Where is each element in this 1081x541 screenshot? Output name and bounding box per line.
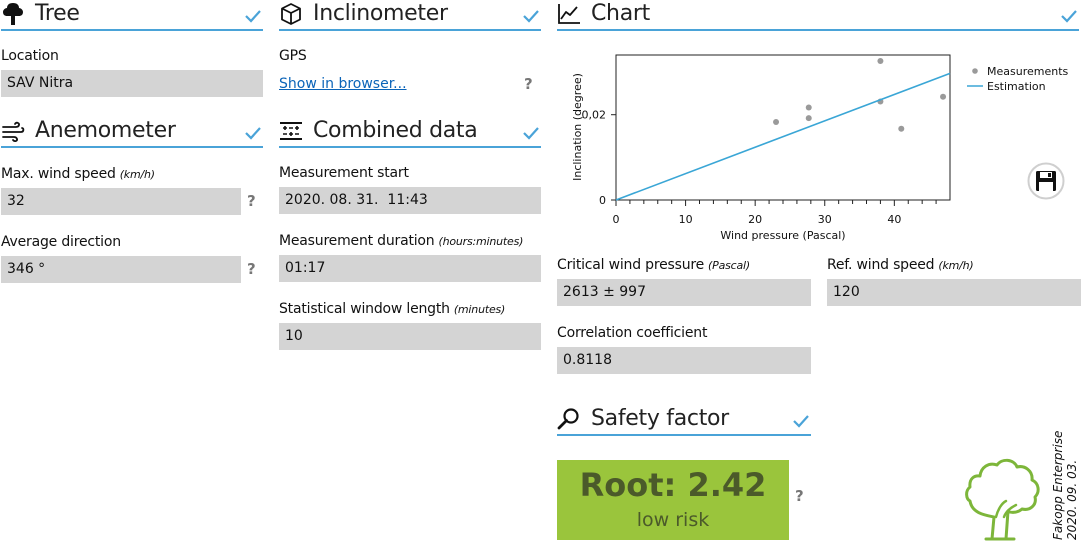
- gps-show-in-browser-link[interactable]: Show in browser...: [279, 76, 407, 92]
- check-icon: [523, 126, 539, 140]
- root-safety-factor-value: Root: 2.42: [579, 466, 767, 504]
- combined-data-section-title: Combined data: [313, 118, 478, 143]
- tree-logo: [962, 455, 1042, 541]
- critical-wind-pressure-field[interactable]: 2613 ± 997: [557, 279, 811, 306]
- max-wind-speed-unit: (km/h): [119, 168, 155, 181]
- ref-wind-speed-label-text: Ref. wind speed: [827, 257, 935, 273]
- statistical-window-label: Statistical window length (minutes): [279, 301, 505, 317]
- measurement-point: [773, 118, 780, 125]
- check-icon: [523, 9, 539, 23]
- max-wind-speed-field[interactable]: 32: [1, 188, 241, 215]
- ref-wind-speed-field[interactable]: 120: [827, 279, 1081, 306]
- gps-label: GPS: [279, 48, 307, 64]
- measurement-point: [898, 125, 905, 132]
- measurement-point: [940, 93, 947, 100]
- estimation-line: [615, 72, 951, 201]
- chart-x-tick-label: 40: [887, 213, 901, 226]
- measurement-duration-field[interactable]: 01:17: [279, 255, 541, 282]
- wind-icon: [1, 119, 25, 143]
- chart-y-axis-label: Inclination (degree): [571, 73, 584, 181]
- risk-level-text: low risk: [636, 509, 710, 531]
- max-wind-speed-help-icon[interactable]: ?: [247, 192, 256, 210]
- critical-wind-pressure-unit: (Pascal): [708, 259, 750, 272]
- inclinometer-section-header: Inclinometer: [279, 1, 541, 31]
- tree-icon: [1, 2, 25, 26]
- tree-section-title: Tree: [35, 1, 80, 26]
- check-icon: [245, 126, 261, 140]
- legend-estimation-label: Estimation: [987, 80, 1046, 93]
- legend-measurements-marker: [972, 68, 978, 74]
- measurement-point: [877, 57, 884, 64]
- statistical-window-unit: (minutes): [453, 303, 506, 316]
- check-icon: [793, 414, 809, 428]
- correlation-coefficient-field[interactable]: 0.8118: [557, 347, 811, 374]
- check-icon: [1061, 9, 1077, 23]
- safety-factor-help-icon[interactable]: ?: [795, 487, 804, 505]
- brand-text: Fakopp Enterprise 2020. 09. 03.: [1051, 431, 1079, 540]
- chart-legend: Measurements Estimation: [967, 65, 1069, 93]
- safety-factor-section-title: Safety factor: [591, 406, 729, 431]
- statistical-window-label-text: Statistical window length: [279, 301, 450, 317]
- magnifier-icon: [557, 407, 581, 431]
- combined-data-section-header: Combined data: [279, 118, 541, 148]
- wind-inclination-chart: 0 10 20 30 40 0 0,02 Wind pressure (Pascal) In…: [557, 40, 1079, 250]
- average-direction-label: Average direction: [1, 234, 121, 250]
- critical-wind-pressure-label: Critical wind pressure (Pascal): [557, 257, 750, 273]
- brand-date: 2020. 09. 03.: [1065, 459, 1079, 540]
- location-label: Location: [1, 48, 59, 64]
- chart-section-header: Chart: [557, 1, 1079, 31]
- cube-icon: [279, 2, 303, 26]
- tree-section-header: Tree: [1, 1, 263, 31]
- chart-y-tick-label: 0,02: [582, 109, 607, 122]
- measurement-duration-unit: (hours:minutes): [438, 235, 524, 248]
- measurement-duration-label-text: Measurement duration: [279, 233, 435, 249]
- brand-company: Fakopp Enterprise: [1051, 430, 1065, 540]
- safety-factor-result-box: Root: 2.42 low risk: [557, 460, 789, 540]
- gps-help-icon[interactable]: ?: [524, 75, 533, 93]
- measurement-point: [805, 104, 812, 111]
- chart-x-tick-label: 20: [748, 213, 762, 226]
- chart-plot-area: [615, 54, 951, 201]
- line-chart-icon: [557, 2, 581, 26]
- anemometer-section-title: Anemometer: [35, 118, 176, 143]
- ref-wind-speed-label: Ref. wind speed (km/h): [827, 257, 974, 273]
- chart-section-title: Chart: [591, 1, 650, 26]
- measurement-start-field[interactable]: 2020. 08. 31. 11:43: [279, 187, 541, 214]
- max-wind-speed-label-text: Max. wind speed: [1, 166, 116, 182]
- check-icon: [245, 9, 261, 23]
- chart-x-tick-label: 0: [613, 213, 620, 226]
- save-icon[interactable]: [1027, 162, 1065, 200]
- chart-x-tick-label: 30: [818, 213, 832, 226]
- critical-wind-pressure-label-text: Critical wind pressure: [557, 257, 705, 273]
- location-field[interactable]: SAV Nitra: [1, 70, 263, 97]
- legend-measurements-label: Measurements: [987, 65, 1069, 78]
- measurement-duration-label: Measurement duration (hours:minutes): [279, 233, 523, 249]
- safety-factor-section-header: Safety factor: [557, 406, 811, 436]
- chart-x-axis-label: Wind pressure (Pascal): [720, 229, 845, 242]
- ref-wind-speed-unit: (km/h): [938, 259, 974, 272]
- anemometer-section-header: Anemometer: [1, 118, 263, 148]
- measurement-start-label: Measurement start: [279, 165, 409, 181]
- chart-svg: 0 10 20 30 40 0 0,02 Wind pressure (Pascal) In…: [571, 54, 1069, 242]
- inclinometer-section-title: Inclinometer: [313, 1, 448, 26]
- chart-y-tick-label: 0: [599, 194, 606, 207]
- measurement-point: [805, 115, 812, 122]
- combined-data-icon: [279, 119, 303, 143]
- chart-x-tick-label: 10: [679, 213, 693, 226]
- statistical-window-field[interactable]: 10: [279, 323, 541, 350]
- average-direction-help-icon[interactable]: ?: [247, 260, 256, 278]
- correlation-coefficient-label: Correlation coefficient: [557, 325, 708, 341]
- average-direction-field[interactable]: 346 °: [1, 256, 241, 283]
- max-wind-speed-label: Max. wind speed (km/h): [1, 166, 155, 182]
